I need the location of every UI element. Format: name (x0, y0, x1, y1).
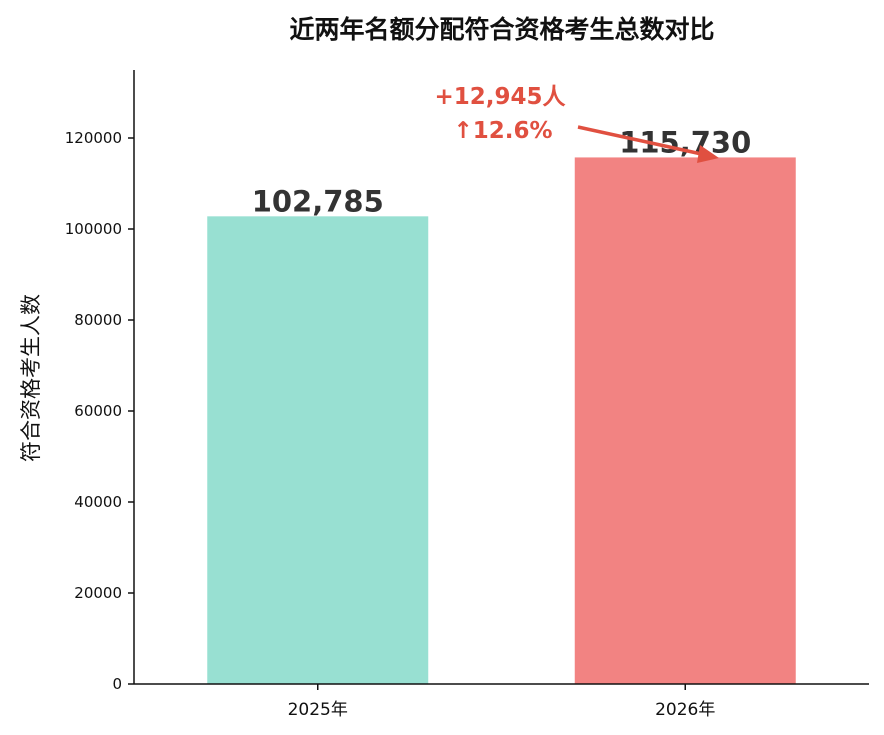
y-tick-label: 120000 (65, 129, 122, 147)
x-tick-label: 2026年 (655, 700, 715, 720)
y-tick-label: 20000 (74, 584, 122, 602)
data-label: 102,785 (252, 184, 384, 218)
x-axis-ticks: 2025年 2026年 (288, 684, 715, 720)
bars (207, 157, 796, 685)
x-tick-label: 2025年 (288, 700, 348, 720)
annotation-arrow (577, 125, 707, 157)
y-tick-label: 0 (112, 675, 122, 693)
data-label: 115,730 (619, 125, 751, 159)
annotation-percent: ↑12.6% (453, 118, 552, 144)
y-tick-label: 100000 (65, 220, 122, 238)
y-tick-label: 60000 (74, 402, 122, 420)
y-axis-ticks: 0 20000 40000 60000 80000 100000 120000 (65, 129, 134, 693)
change-annotation: +12,945人 ↑12.6% (434, 84, 719, 163)
annotation-arrow-head (697, 145, 719, 163)
y-axis-label: 符合资格考生人数 (19, 294, 43, 462)
chart-title: 近两年名额分配符合资格考生总数对比 (289, 15, 714, 44)
bar-1 (574, 157, 796, 685)
y-tick-label: 80000 (74, 311, 122, 329)
y-tick-label: 40000 (74, 493, 122, 511)
bar-0 (207, 216, 429, 684)
annotation-diff: +12,945人 (434, 84, 566, 110)
